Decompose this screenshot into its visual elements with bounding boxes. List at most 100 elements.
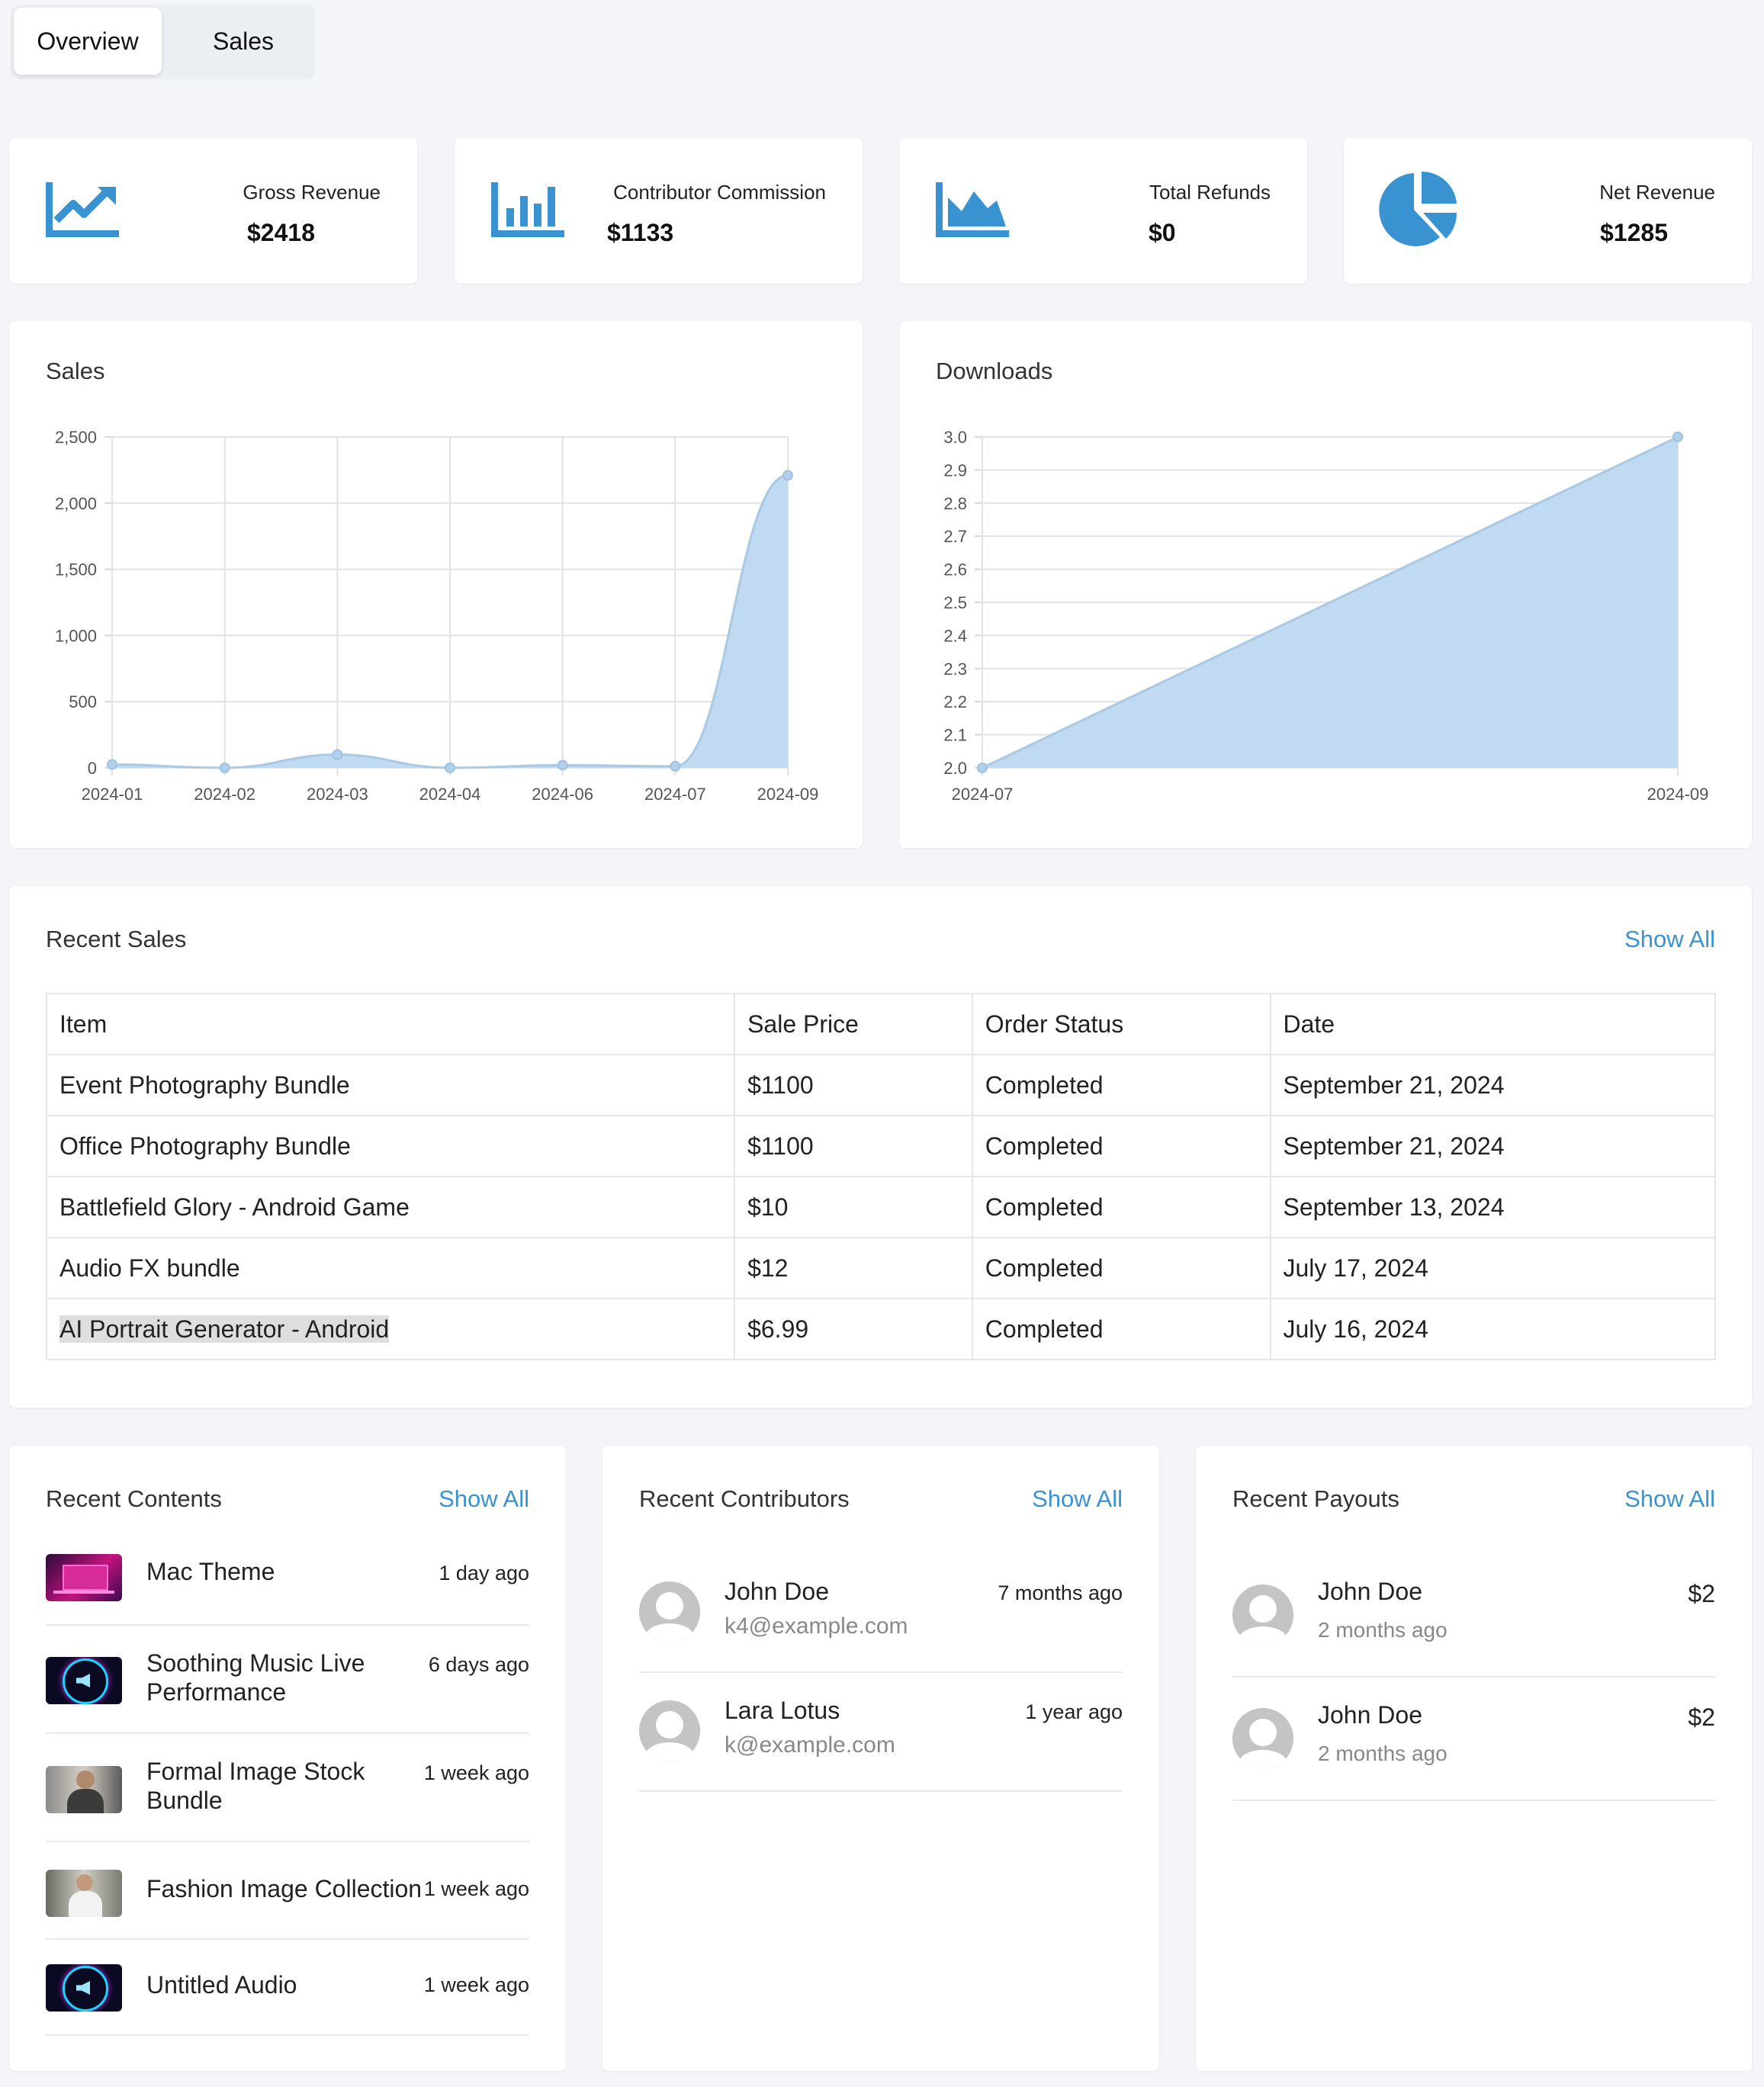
item-cell: Office Photography Bundle: [45, 1115, 736, 1177]
content-name[interactable]: Mac Theme: [146, 1558, 275, 1585]
column-header: Order Status: [971, 993, 1271, 1055]
contributor-time: 1 year ago: [1025, 1700, 1123, 1723]
price-cell: $1100: [734, 1115, 973, 1177]
line-chart-icon: [46, 182, 119, 237]
status-cell: Completed: [971, 1237, 1271, 1299]
content-name[interactable]: Fashion Image Collection: [146, 1875, 423, 1902]
x-tick-label: 2024-07: [644, 785, 706, 804]
divider: [46, 1732, 529, 1734]
table-header-row: Item Sale Price Order Status Date: [45, 993, 1716, 1055]
audio-thumb: [46, 1964, 122, 2012]
y-tick-label: 500: [69, 692, 97, 711]
table-row[interactable]: Audio FX bundle $12 Completed July 17, 2…: [45, 1237, 1716, 1299]
payout-time: 2 months ago: [1318, 1742, 1448, 1765]
recent-sales-show-all-link[interactable]: Show All: [1624, 926, 1715, 952]
y-tick-label: 2.4: [943, 626, 967, 645]
content-time: 1 week ago: [423, 1761, 529, 1784]
avatar: [639, 1581, 700, 1642]
stat-label: Net Revenue: [1599, 181, 1715, 204]
x-tick-label: 2024-07: [952, 785, 1014, 804]
contributor-name[interactable]: Lara Lotus: [725, 1697, 840, 1724]
date-cell: July 17, 2024: [1269, 1237, 1716, 1299]
divider: [46, 2034, 529, 2036]
status-cell: Completed: [971, 1176, 1271, 1238]
price-cell: $10: [734, 1176, 973, 1238]
divider: [46, 1938, 529, 1940]
x-tick-label: 2024-09: [1647, 785, 1709, 804]
content-name[interactable]: Formal Image Stock Bundle: [146, 1758, 365, 1814]
divider: [1232, 1676, 1715, 1678]
y-tick-label: 2.1: [943, 726, 967, 745]
person-thumb: [46, 1766, 122, 1813]
desktop-thumb: [46, 1554, 122, 1601]
recent-contents-title: Recent Contents: [46, 1485, 222, 1512]
stat-card-total-refunds: Total Refunds $0: [899, 138, 1307, 284]
stat-label: Total Refunds: [1149, 181, 1271, 204]
contributor-time: 7 months ago: [998, 1581, 1123, 1604]
recent-payouts-show-all-link[interactable]: Show All: [1624, 1485, 1715, 1512]
table-row[interactable]: Battlefield Glory - Android Game $10 Com…: [45, 1176, 1716, 1238]
payout-name[interactable]: John Doe: [1318, 1578, 1422, 1605]
bar-chart-icon: [491, 182, 564, 237]
data-point: [107, 759, 117, 770]
payout-amount: $2: [1688, 1703, 1715, 1731]
contributor-name[interactable]: John Doe: [725, 1578, 829, 1605]
pie-chart-icon: [1379, 171, 1457, 246]
status-cell: Completed: [971, 1115, 1271, 1177]
y-tick-label: 3.0: [943, 428, 967, 447]
avatar: [639, 1700, 700, 1761]
user-silhouette-icon: [639, 1581, 700, 1642]
table-row[interactable]: AI Portrait Generator - Android $6.99 Co…: [45, 1298, 1716, 1360]
date-cell: July 16, 2024: [1269, 1298, 1716, 1360]
divider: [1232, 1800, 1715, 1801]
x-tick-label: 2024-01: [82, 785, 143, 804]
y-tick-label: 2.8: [943, 494, 967, 513]
y-tick-label: 2,000: [55, 494, 97, 513]
user-silhouette-icon: [1232, 1585, 1293, 1646]
user-silhouette-icon: [639, 1700, 700, 1761]
table-row[interactable]: Event Photography Bundle $1100 Completed…: [45, 1054, 1716, 1116]
y-tick-label: 2.0: [943, 759, 967, 778]
price-cell: $12: [734, 1237, 973, 1299]
x-tick-label: 2024-03: [307, 785, 368, 804]
content-name[interactable]: Soothing Music Live Performance: [146, 1649, 365, 1706]
y-tick-label: 2.6: [943, 560, 967, 580]
contributor-email: k4@example.com: [725, 1613, 908, 1639]
column-header: Item: [45, 993, 736, 1055]
divider: [46, 1841, 529, 1842]
payout-time: 2 months ago: [1318, 1618, 1448, 1642]
downloads-chart-card: Downloads 2.0 2.1 2.2 2.3 2.4 2.5 2.6 2.7 2.8 2.9…: [899, 321, 1752, 848]
recent-payouts-title: Recent Payouts: [1232, 1485, 1399, 1512]
divider: [639, 1671, 1123, 1673]
column-header: Sale Price: [734, 993, 973, 1055]
area-chart-icon: [936, 182, 1009, 237]
sales-chart-card: Sales 0 500 1,000 1,500 2,000 2,500 2024-01 202…: [9, 321, 863, 848]
data-point: [1672, 432, 1683, 442]
item-cell: Audio FX bundle: [45, 1237, 736, 1299]
recent-contributors-show-all-link[interactable]: Show All: [1032, 1485, 1123, 1512]
item-cell-text: AI Portrait Generator - Android: [59, 1315, 390, 1343]
data-point: [557, 759, 568, 771]
stat-value: $1133: [607, 219, 674, 246]
y-tick-label: 2.3: [943, 660, 967, 679]
stat-label: Gross Revenue: [243, 181, 381, 204]
payout-amount: $2: [1688, 1580, 1715, 1607]
date-cell: September 13, 2024: [1269, 1176, 1716, 1238]
tab-overview[interactable]: Overview: [14, 8, 162, 75]
sales-chart: 0 500 1,000 1,500 2,000 2,500 2024-01 2024-02 20…: [55, 428, 818, 804]
recent-contributors-card: Recent Contributors Show All John Doe k4…: [602, 1446, 1159, 2071]
payout-name[interactable]: John Doe: [1318, 1701, 1422, 1729]
y-tick-label: 1,500: [55, 560, 97, 580]
recent-sales-card: Recent Sales Show All Item Sale Price Or…: [9, 886, 1752, 1408]
table-row[interactable]: Office Photography Bundle $1100 Complete…: [45, 1115, 1716, 1177]
content-time: 6 days ago: [428, 1653, 529, 1676]
recent-contents-show-all-link[interactable]: Show All: [439, 1485, 529, 1512]
recent-sales-title: Recent Sales: [46, 926, 187, 952]
content-name[interactable]: Untitled Audio: [146, 1971, 297, 1999]
data-point: [332, 749, 343, 760]
content-time: 1 week ago: [423, 1877, 529, 1900]
item-cell: Battlefield Glory - Android Game: [45, 1176, 736, 1238]
y-tick-label: 2.9: [943, 461, 967, 480]
stat-card-net-revenue: Net Revenue $1285: [1344, 138, 1752, 284]
tab-sales[interactable]: Sales: [212, 27, 275, 55]
